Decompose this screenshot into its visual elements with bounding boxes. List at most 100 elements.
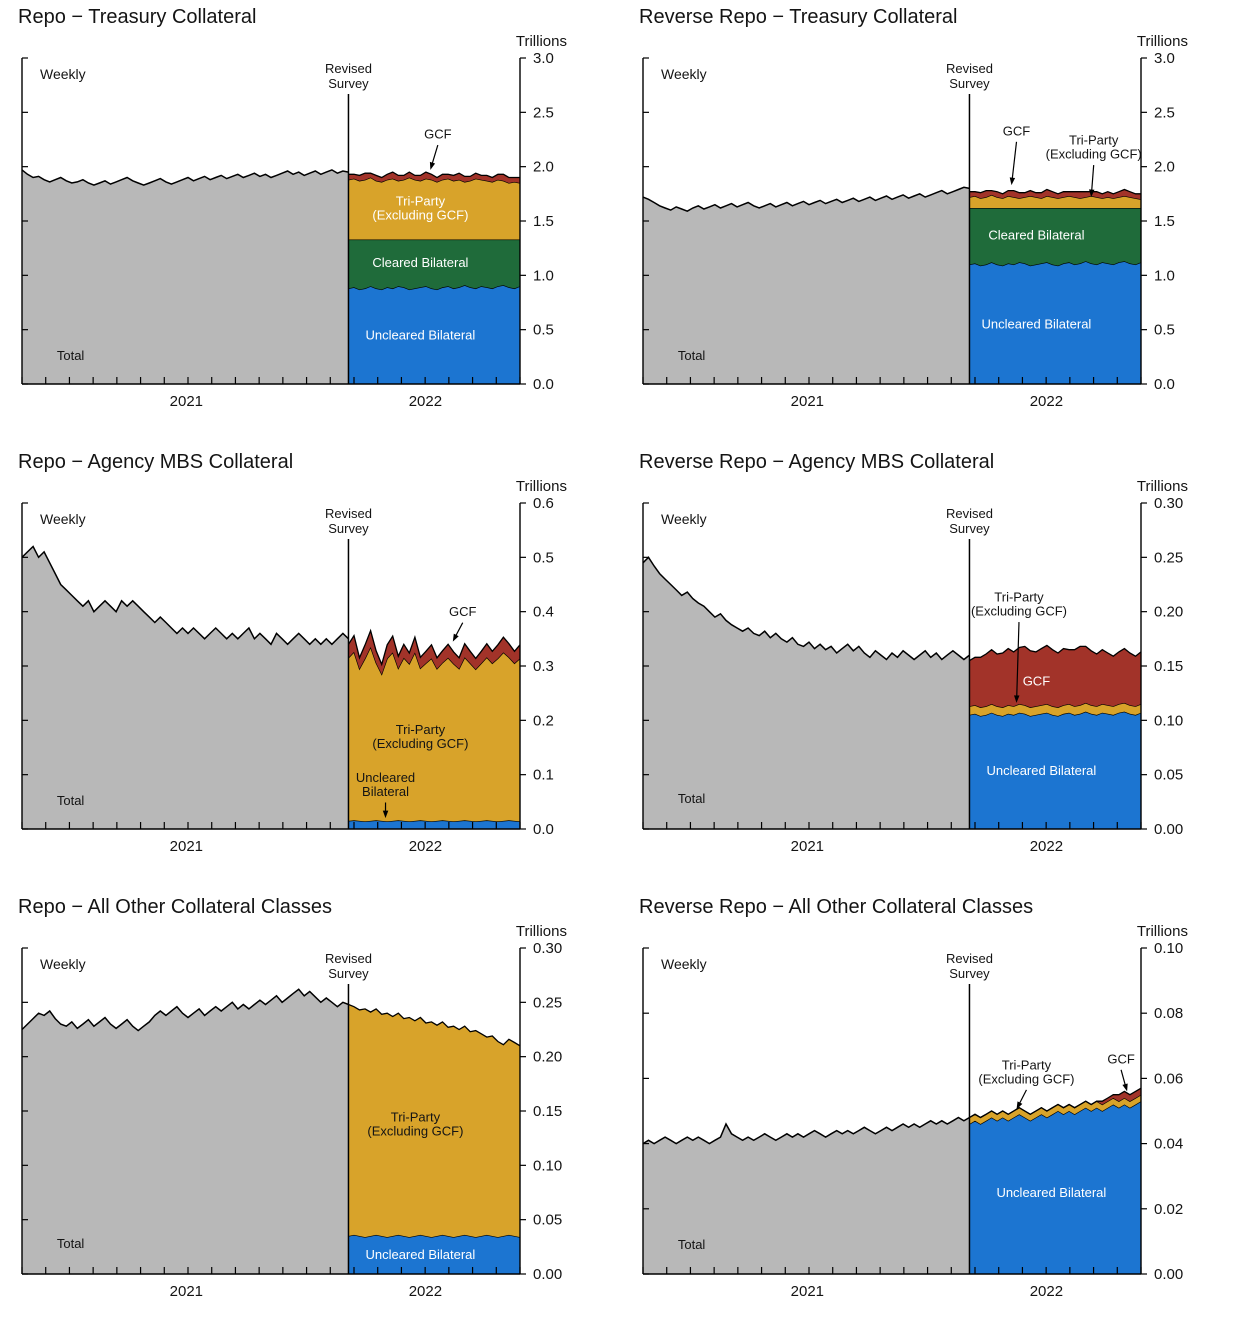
x-year-label: 2021 [791,838,824,855]
band-cleared-area [969,208,1141,266]
y-tick-label: 0.5 [533,322,554,339]
annotation-text: Tri-Party [391,1110,441,1125]
annotation-text: (Excluding GCF) [372,736,468,751]
y-tick-label: 0.5 [1154,322,1175,339]
total-area [643,1117,970,1274]
y-tick-label: 0.05 [1154,767,1183,784]
band-gcf-outline [969,644,1142,662]
annotation-text: Total [57,1236,85,1251]
annotation-text: GCF [449,604,477,619]
annotation-text: Uncleared Bilateral [365,328,475,343]
y-tick-label: 0.25 [1154,549,1183,566]
chart-svg: 0.00 0.02 0.04 0.06 0.08 0.10 2021 2022 Weekly Re… [642,940,1183,1300]
annotation-text: Tri-Party [396,722,446,737]
chart-canvas: 0.00 0.05 0.10 0.15 0.20 0.25 0.30 2021 2022 Week… [0,890,621,1335]
y-tick-label: 0.1 [533,767,554,784]
axis-unit-label: Trillions [515,923,567,940]
y-tick-label: 0.3 [533,658,554,675]
annotation-text: Total [57,793,85,808]
frequency-label: Weekly [661,66,707,82]
annotation-arrow [1091,165,1095,193]
y-tick-label: 2.5 [533,104,554,121]
y-tick-label: 0.00 [1154,1266,1183,1283]
y-tick-label: 0.25 [533,994,562,1011]
chart-title: Reverse Repo − All Other Collateral Clas… [639,896,1034,918]
chart-title: Repo − Agency MBS Collateral [18,451,294,473]
x-year-label: 2022 [1030,838,1063,855]
chart-svg: 0.0 0.1 0.2 0.3 0.4 0.5 0.6 2021 2022 Weekly Revis… [21,495,554,855]
revised-survey-label: Survey [949,521,990,536]
y-tick-label: 2.0 [1154,159,1175,176]
chart-svg: 0.0 0.5 1.0 1.5 2.0 2.5 3.0 2021 2022 Weekly Revis… [642,50,1175,410]
revised-survey-label: Revised [325,951,372,966]
x-year-label: 2022 [409,838,442,855]
band-uncleared-area [348,285,520,384]
annotation-text: Total [57,348,85,363]
y-tick-label: 0.05 [533,1212,562,1229]
annotation-text: GCF [424,127,452,142]
total-outline [21,545,350,646]
y-tick-label: 0.2 [533,712,554,729]
annotation-text: Tri-Party [1069,133,1119,148]
revised-survey-label: Revised [946,61,993,76]
axis-unit-label: Trillions [1136,33,1188,50]
frequency-label: Weekly [661,511,707,527]
annotation-text: Uncleared Bilateral [996,1185,1106,1200]
chart-canvas: 0.0 0.1 0.2 0.3 0.4 0.5 0.6 2021 2022 Weekly Revis… [0,445,621,890]
annotation-text: Tri-Party [1002,1057,1052,1072]
annotation-text: Uncleared Bilateral [986,763,1096,778]
annotation-arrowhead [1016,1101,1023,1110]
annotation-arrowhead [382,810,389,819]
chart-canvas: 0.00 0.02 0.04 0.06 0.08 0.10 2021 2022 Weekly Re… [621,890,1242,1335]
annotation-arrowhead [1089,189,1095,198]
revised-survey-label: Survey [328,521,369,536]
y-tick-label: 0.20 [1154,604,1183,621]
x-year-label: 2021 [170,838,203,855]
annotation-arrow [454,622,464,638]
chart-title: Reverse Repo − Treasury Collateral [639,6,958,28]
total-area [22,169,349,384]
revised-survey-label: Survey [949,76,990,91]
y-tick-label: 0.02 [1154,1201,1183,1218]
y-tick-label: 3.0 [533,50,554,67]
revised-survey-label: Revised [325,506,372,521]
revised-survey-label: Survey [328,76,369,91]
y-tick-label: 0.30 [533,940,562,957]
total-area [643,557,970,829]
y-tick-label: 0.20 [533,1049,562,1066]
annotation-arrowhead [1122,1083,1128,1092]
annotation-text: (Excluding GCF) [367,1124,463,1139]
annotation-arrow [431,144,439,166]
annotation-arrowhead [1014,695,1020,703]
chart-title: Repo − All Other Collateral Classes [18,896,333,918]
y-tick-label: 1.0 [1154,267,1175,284]
annotation-text: Bilateral [362,784,409,799]
annotation-text: Total [678,1237,706,1252]
y-tick-label: 0.0 [533,821,554,838]
annotation-text: Cleared Bilateral [372,255,468,270]
band-triparty-outline [348,1003,521,1047]
y-tick-label: 0.5 [533,549,554,566]
total-outline [642,186,970,213]
revised-survey-label: Revised [946,506,993,521]
axis-unit-label: Trillions [515,33,567,50]
band-triparty-area [348,647,520,822]
y-tick-label: 0.08 [1154,1005,1183,1022]
chart-cell-reverse-repo-agency-mbs: Reverse Repo − Agency MBS Collateral Tri… [621,445,1242,890]
x-year-label: 2021 [791,1283,824,1300]
chart-title: Repo − Treasury Collateral [18,6,257,28]
band-uncleared-area [348,1234,520,1274]
frequency-label: Weekly [40,66,86,82]
revised-survey-label: Survey [328,966,369,981]
band-triparty-area [969,194,1141,208]
annotation-text: Cleared Bilateral [988,228,1084,243]
y-tick-label: 0.15 [533,1103,562,1120]
annotation-text: GCF [1023,674,1051,689]
annotation-text: Total [678,348,706,363]
y-tick-label: 1.5 [533,213,554,230]
y-tick-label: 0.00 [1154,821,1183,838]
total-outline [21,169,349,186]
annotation-text: Tri-Party [994,590,1044,605]
y-tick-label: 0.4 [533,604,554,621]
